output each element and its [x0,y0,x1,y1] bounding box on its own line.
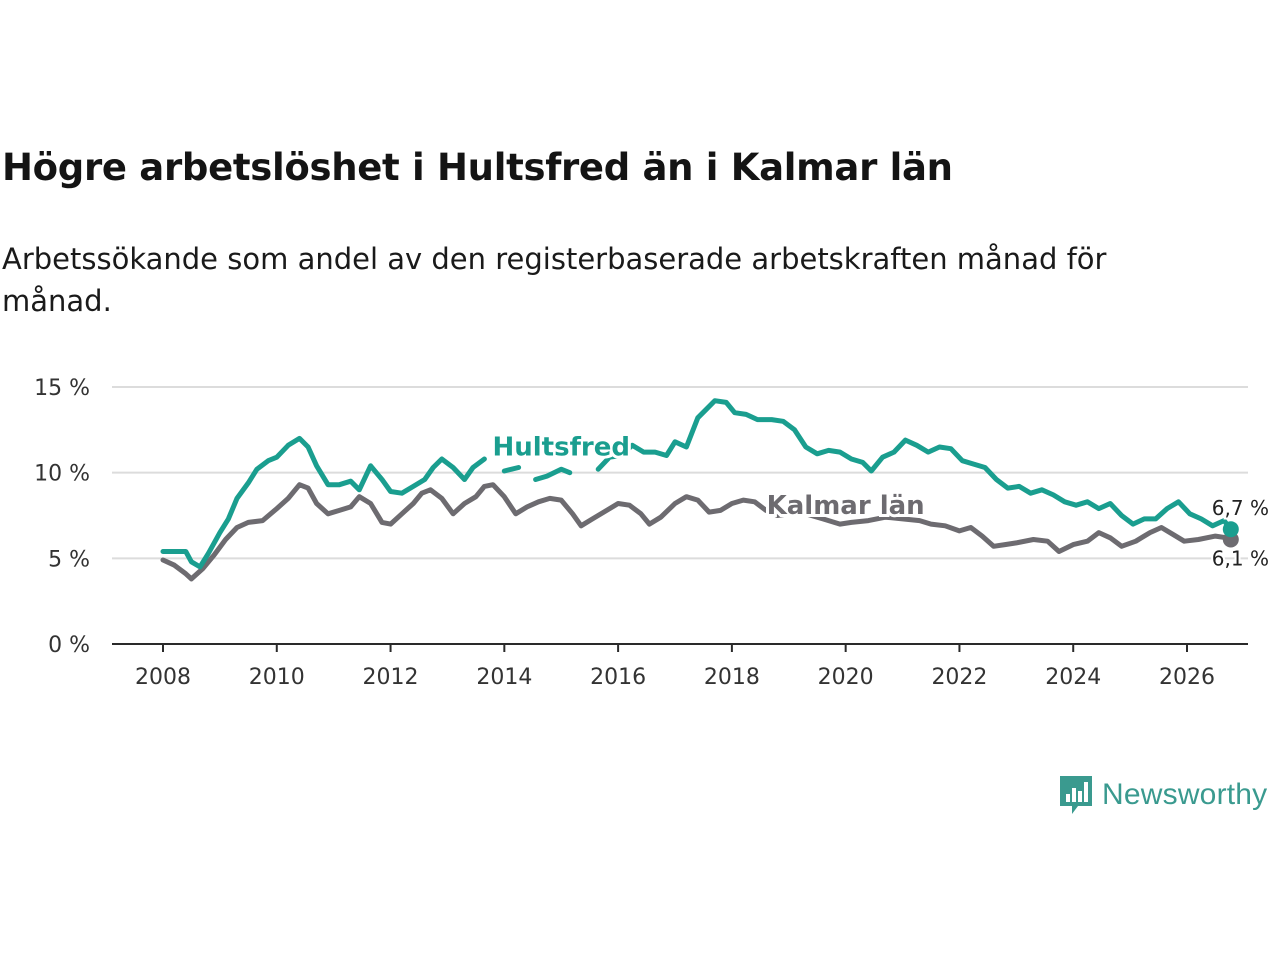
line-chart: 0 %5 %10 %15 % 2008 2010 2012 2014 2016 2018 2… [34,376,1271,690]
chart-subtitle: Arbetssökande som andel av den registerb… [2,242,1107,318]
x-tick-label: 2012 [363,665,419,690]
series-lines [160,398,1234,582]
hultsfred-line [595,398,1234,532]
x-ticks: 2008 2010 2012 2014 2016 2018 2020 2022 2024 2026 [135,644,1215,690]
y-tick-labels: 0 % 5 % 10 % 15 % [34,376,90,658]
x-tick-label: 2026 [1159,665,1215,690]
x-tick-label: 2016 [590,665,646,690]
gridlines [112,386,1248,560]
y-tick-label: 0 % [48,633,90,658]
x-tick-label: 2010 [249,665,305,690]
brand-name: Newsworthy [1102,778,1268,811]
chart-title: Högre arbetslöshet i Hultsfred än i Kalm… [2,146,953,189]
x-tick-label: 2018 [704,665,760,690]
kalmar-lan-label: Kalmar län [767,491,925,521]
series-labels: Kalmar län Hultsfred [489,430,927,524]
hultsfred-end-value: 6,7 % [1212,496,1269,520]
x-tick-label: 2024 [1045,665,1101,690]
y-tick-label: 5 % [48,547,90,572]
y-tick-label: 10 % [34,462,90,487]
newsworthy-logo: Newsworthy [1058,772,1267,818]
y-tick-label: 15 % [34,376,90,401]
hultsfred-label: Hultsfred [492,433,629,463]
end-markers: 6,1 % 6,7 % [1210,494,1271,572]
x-tick-label: 2014 [476,665,532,690]
x-tick-label: 2022 [931,665,987,690]
kalmar-lan-end-value: 6,1 % [1212,546,1269,570]
x-tick-label: 2008 [135,665,191,690]
x-tick-label: 2020 [818,665,874,690]
hultsfred-line [160,435,487,570]
kalmar-lan-line [160,482,1234,582]
hultsfred-end-point [1222,521,1239,538]
hultsfred-line [501,465,522,474]
hultsfred-line [533,466,573,482]
chart-bubble-icon [1060,776,1092,814]
